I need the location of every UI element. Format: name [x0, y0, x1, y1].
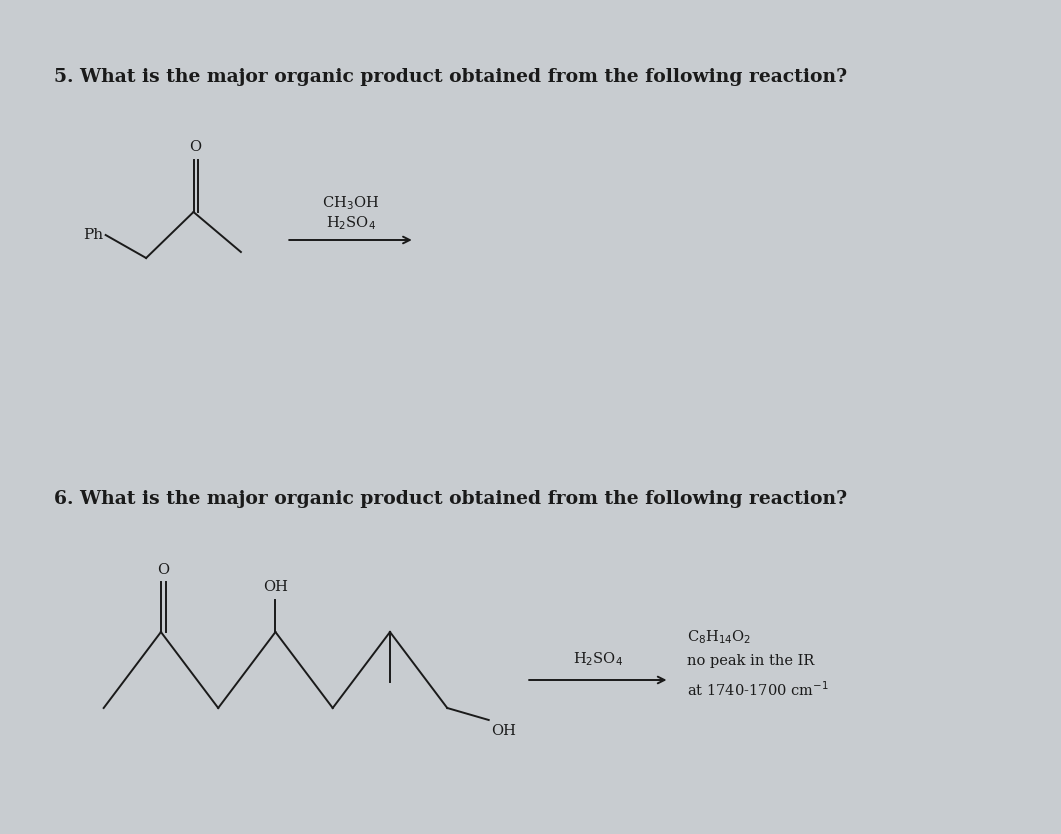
Text: H$_2$SO$_4$: H$_2$SO$_4$ [573, 651, 623, 668]
Text: at 1740-1700 cm$^{-1}$: at 1740-1700 cm$^{-1}$ [688, 680, 829, 699]
Text: 6. What is the major organic product obtained from the following reaction?: 6. What is the major organic product obt… [54, 490, 848, 508]
Text: no peak in the IR: no peak in the IR [688, 654, 815, 668]
Text: OH: OH [263, 580, 288, 594]
Text: CH$_3$OH: CH$_3$OH [321, 194, 379, 212]
Text: Ph: Ph [84, 228, 104, 242]
Text: O: O [157, 563, 169, 577]
Text: C$_8$H$_{14}$O$_2$: C$_8$H$_{14}$O$_2$ [688, 628, 751, 646]
Text: OH: OH [490, 724, 516, 738]
Text: 5. What is the major organic product obtained from the following reaction?: 5. What is the major organic product obt… [54, 68, 848, 86]
Text: H$_2$SO$_4$: H$_2$SO$_4$ [326, 214, 376, 232]
Text: O: O [190, 140, 202, 154]
